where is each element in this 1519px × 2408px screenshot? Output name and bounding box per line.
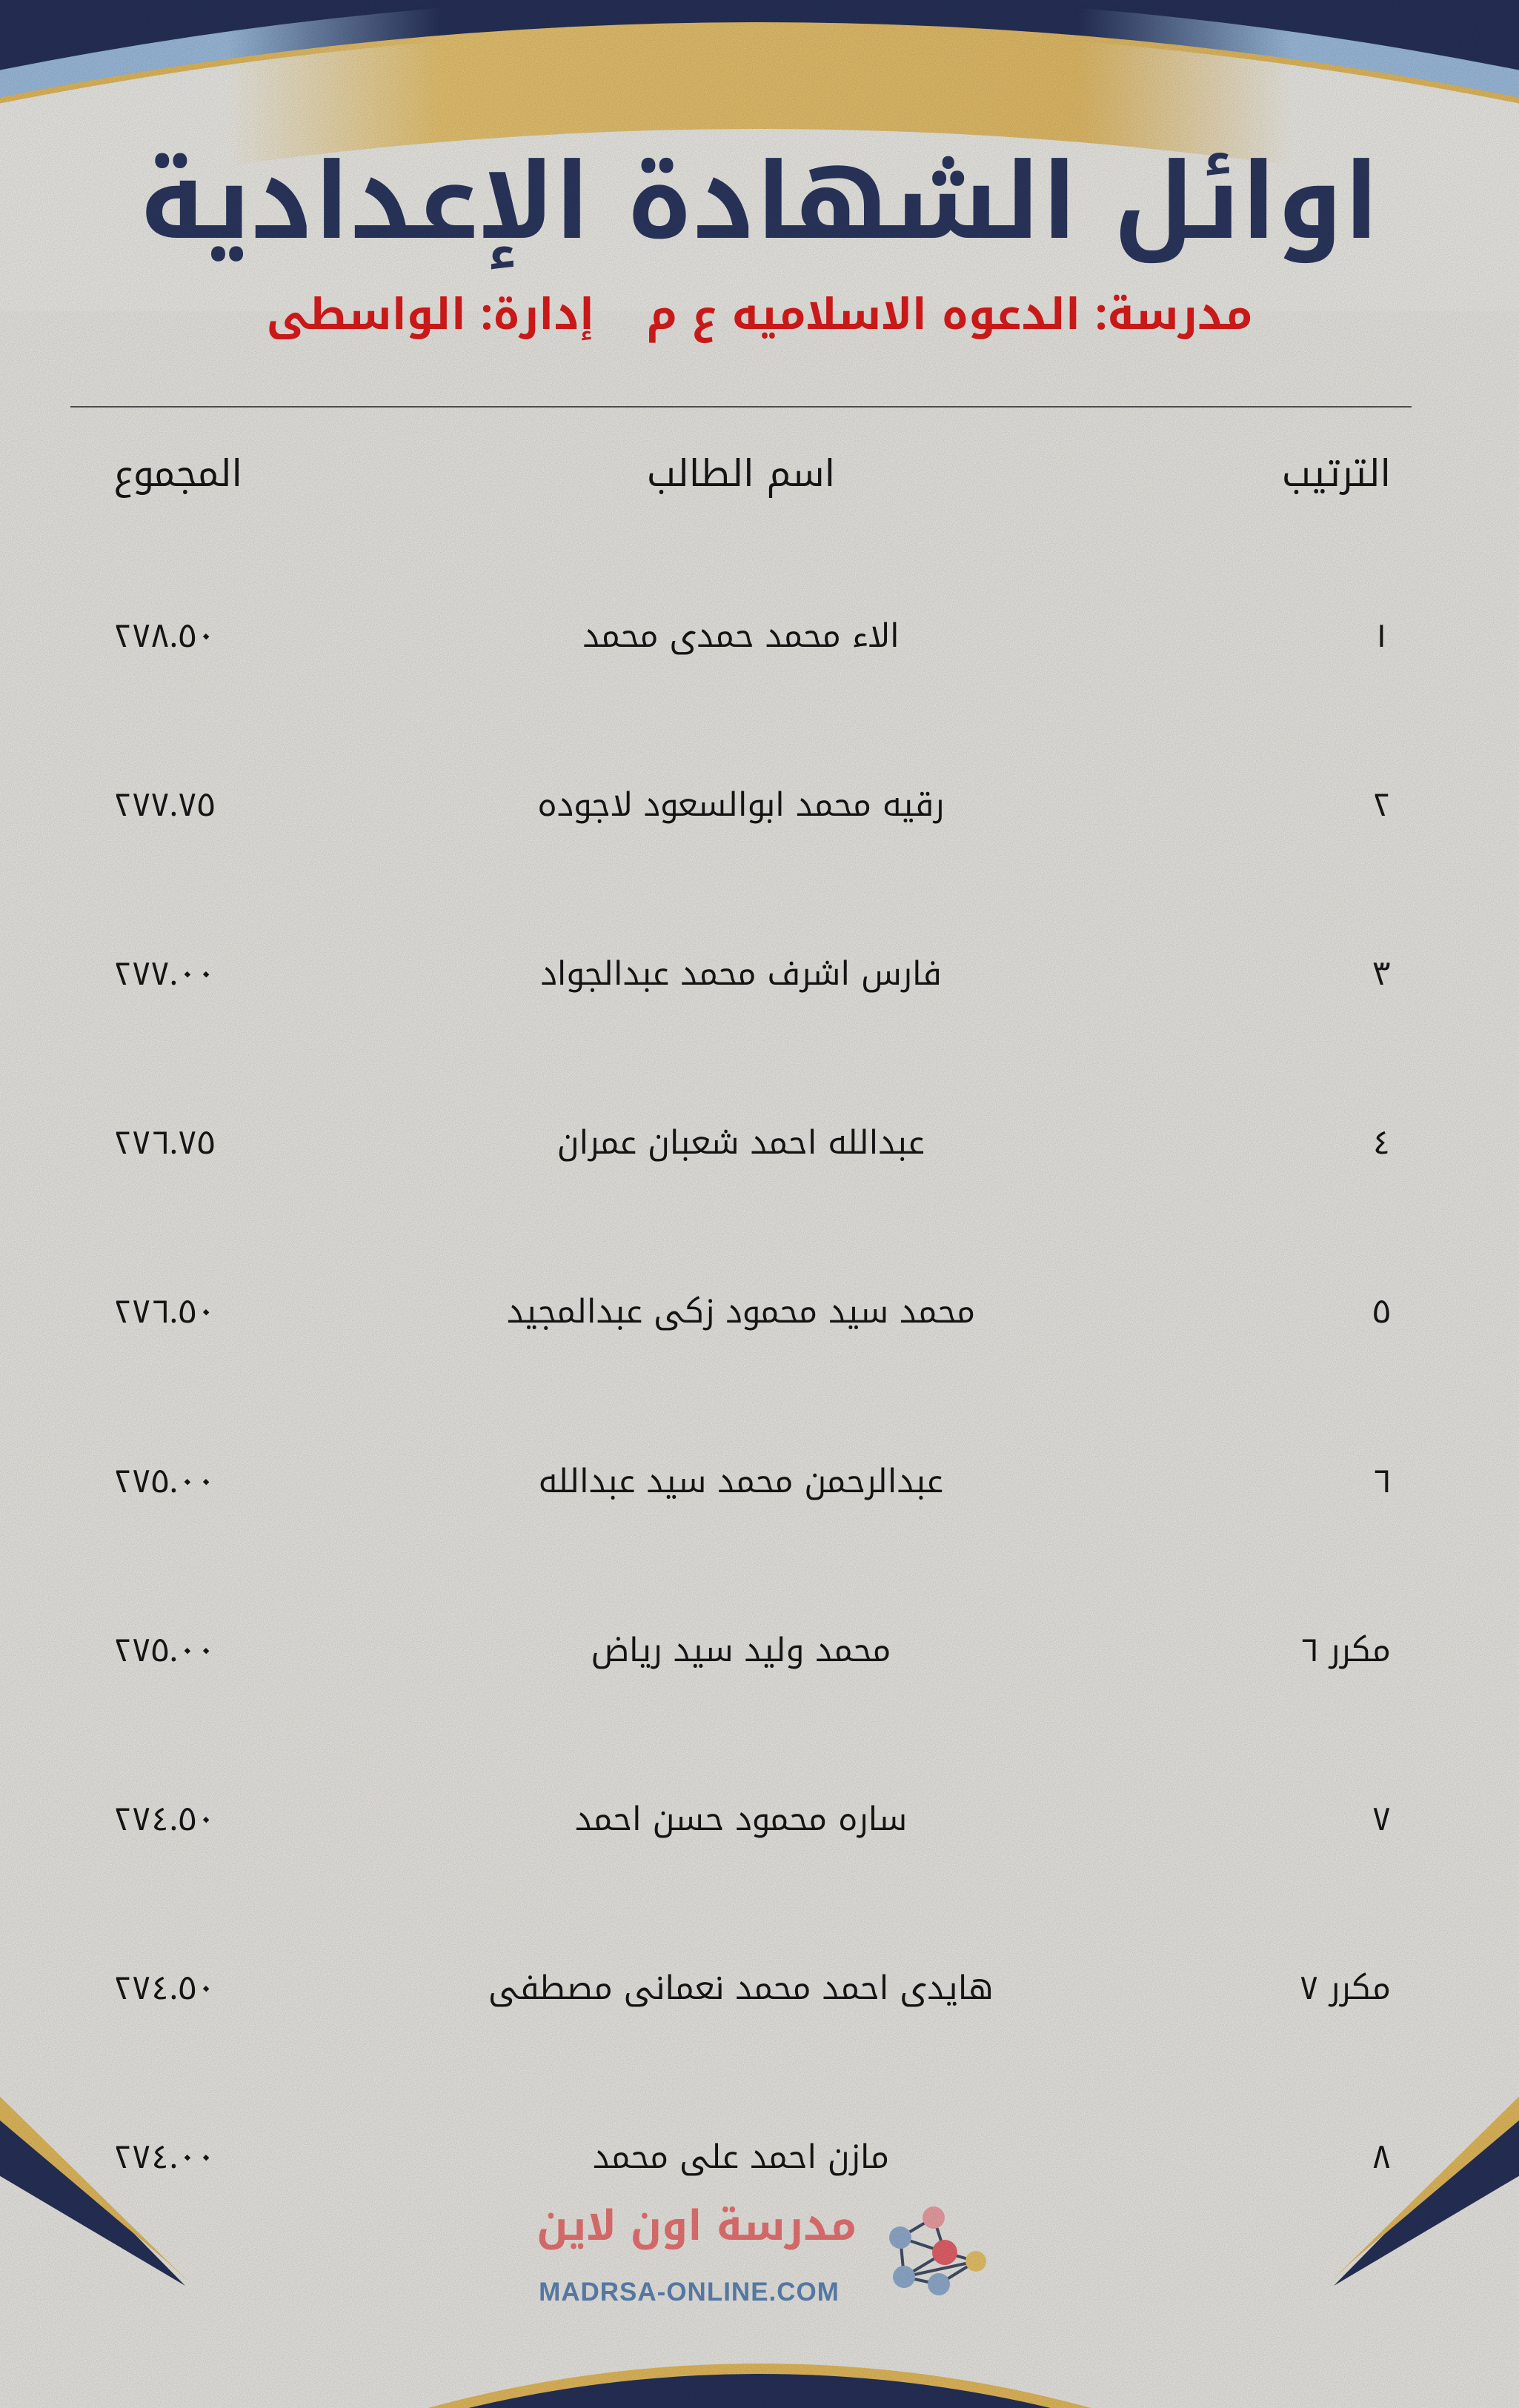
svg-text:MADRSA-ONLINE.COM: MADRSA-ONLINE.COM [539, 2278, 840, 2306]
svg-text:مدرسة اون لاين: مدرسة اون لاين [536, 2189, 857, 2266]
